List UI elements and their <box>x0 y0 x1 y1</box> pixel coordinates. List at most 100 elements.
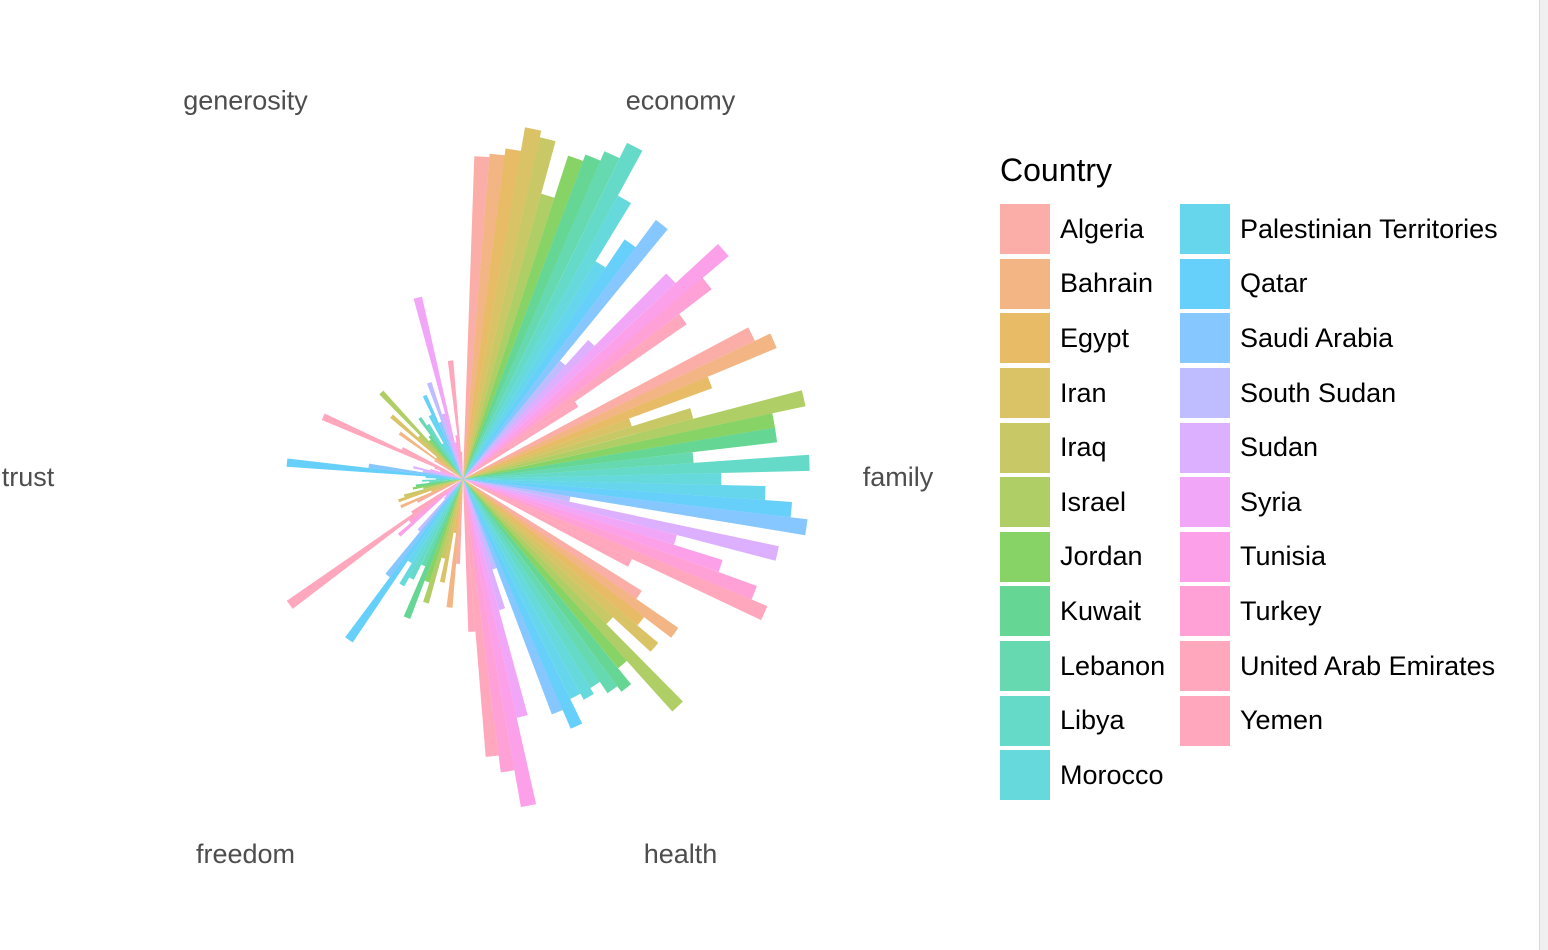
bar-freedom-israel <box>423 479 463 604</box>
legend-label: Iraq <box>1060 432 1107 463</box>
bar-health-tunisia <box>463 479 537 808</box>
legend-label: Tunisia <box>1240 541 1327 572</box>
axis-label-health: health <box>644 839 718 869</box>
bar-family-south-sudan <box>463 479 571 502</box>
legend-title: Country <box>1000 152 1113 188</box>
bar-trust-united-arab-emirates <box>321 413 463 479</box>
bar-family-saudi-arabia <box>463 479 808 536</box>
bar-generosity-algeria <box>434 459 463 479</box>
bar-economy-sudan <box>463 340 595 479</box>
bar-generosity-qatar <box>422 394 463 479</box>
window-scrollbar[interactable] <box>1539 0 1548 950</box>
bar-family-palestinian-territories <box>463 479 766 501</box>
bar-generosity-kuwait <box>428 435 463 479</box>
bar-freedom-united-arab-emirates <box>286 479 463 609</box>
bar-trust-tunisia <box>440 470 463 479</box>
bar-health-bahrain <box>463 479 679 638</box>
bar-trust-morocco <box>435 478 463 480</box>
bar-family-syria <box>463 479 677 545</box>
bar-trust-lebanon <box>429 479 463 483</box>
legend-item: Syria <box>1180 475 1520 530</box>
axis-label-trust: trust <box>2 462 55 492</box>
bar-freedom-palestinian-territories <box>407 479 463 564</box>
bar-generosity-palestinian-territories <box>428 414 463 479</box>
legend-label: Bahrain <box>1060 268 1154 299</box>
bar-health-algeria <box>463 479 642 599</box>
bar-family-jordan <box>463 413 775 479</box>
legend-item: Saudi Arabia <box>1180 311 1520 366</box>
bar-family-yemen <box>463 479 632 567</box>
legend-item: United Arab Emirates <box>1180 639 1520 694</box>
legend-label: Yemen <box>1240 705 1324 736</box>
bar-economy-tunisia <box>463 244 729 479</box>
bar-health-israel <box>463 479 683 712</box>
legend-label: Turkey <box>1240 595 1322 626</box>
bar-generosity-sudan <box>442 413 463 479</box>
legend-label: Palestinian Territories <box>1240 213 1498 244</box>
bar-economy-yemen <box>463 401 579 479</box>
bar-freedom-saudi-arabia <box>385 479 463 578</box>
bar-freedom-iraq <box>441 479 463 559</box>
bar-generosity-libya <box>426 423 463 479</box>
bar-trust-syria <box>430 468 463 479</box>
bar-economy-egypt <box>463 148 521 479</box>
bar-economy-syria <box>463 273 676 479</box>
bar-economy-israel <box>463 193 555 479</box>
bar-health-jordan <box>463 479 627 669</box>
bar-family-israel <box>463 390 806 479</box>
bar-economy-morocco <box>463 195 631 479</box>
legend-label: Saudi Arabia <box>1240 322 1394 353</box>
axis-label-family: family <box>863 462 934 492</box>
legend-item: Qatar <box>1180 257 1520 312</box>
legend-item: Iran <box>1000 366 1180 421</box>
bar-economy-bahrain <box>463 153 505 479</box>
bar-freedom-iran <box>439 479 463 583</box>
bar-freedom-tunisia <box>397 479 463 537</box>
bar-health-lebanon <box>463 479 618 694</box>
legend-item: Yemen <box>1180 693 1520 748</box>
legend-label: Qatar <box>1240 268 1308 299</box>
bar-generosity-tunisia <box>454 442 463 479</box>
bar-economy-saudi-arabia <box>463 219 668 479</box>
bar-health-qatar <box>463 479 583 729</box>
legend-swatch <box>1000 258 1050 309</box>
bar-health-palestinian-territories <box>463 479 581 699</box>
legend-label: Egypt <box>1060 322 1130 353</box>
bar-trust-algeria <box>416 479 463 503</box>
bar-economy-turkey <box>463 277 712 479</box>
bar-generosity-bahrain <box>398 431 463 479</box>
bar-economy-south-sudan <box>463 360 566 479</box>
bar-trust-libya <box>422 479 463 482</box>
legend-swatch <box>1180 204 1230 255</box>
bar-trust-qatar <box>286 458 463 479</box>
bar-family-qatar <box>463 479 792 518</box>
bar-health-saudi-arabia <box>463 479 563 715</box>
legend-swatch <box>1180 313 1230 364</box>
legend-swatch <box>1000 422 1050 473</box>
legend-swatch <box>1000 750 1050 801</box>
legend-label: Morocco <box>1060 759 1164 790</box>
bar-family-united-arab-emirates <box>463 479 768 621</box>
bar-generosity-iraq <box>418 435 463 479</box>
legend-item: Palestinian Territories <box>1180 202 1520 257</box>
bar-health-syria <box>463 479 528 718</box>
legend-label: Jordan <box>1060 541 1143 572</box>
bar-health-egypt <box>463 479 645 626</box>
legend-swatch <box>1000 586 1050 637</box>
bar-economy-palestinian-territories <box>463 261 606 479</box>
bar-family-lebanon <box>463 452 694 479</box>
legend-item: Israel <box>1000 475 1180 530</box>
bar-generosity-saudi-arabia <box>438 421 463 479</box>
bar-health-libya <box>463 479 600 689</box>
bar-family-turkey <box>463 479 757 600</box>
legend-swatch <box>1180 695 1230 746</box>
legend: Country Algeria Bahrain Egypt Iran Iraq Israe… <box>1000 150 1540 803</box>
bar-trust-saudi-arabia <box>368 463 463 479</box>
legend-swatch <box>1000 204 1050 255</box>
legend-item: Libya <box>1000 693 1180 748</box>
legend-entries: Algeria Bahrain Egypt Iran Iraq Israel Jordan K… <box>1000 202 1540 803</box>
legend-swatch <box>1180 477 1230 528</box>
bar-trust-jordan <box>412 479 463 490</box>
bar-trust-yemen <box>401 447 463 479</box>
bar-family-egypt <box>463 376 713 479</box>
